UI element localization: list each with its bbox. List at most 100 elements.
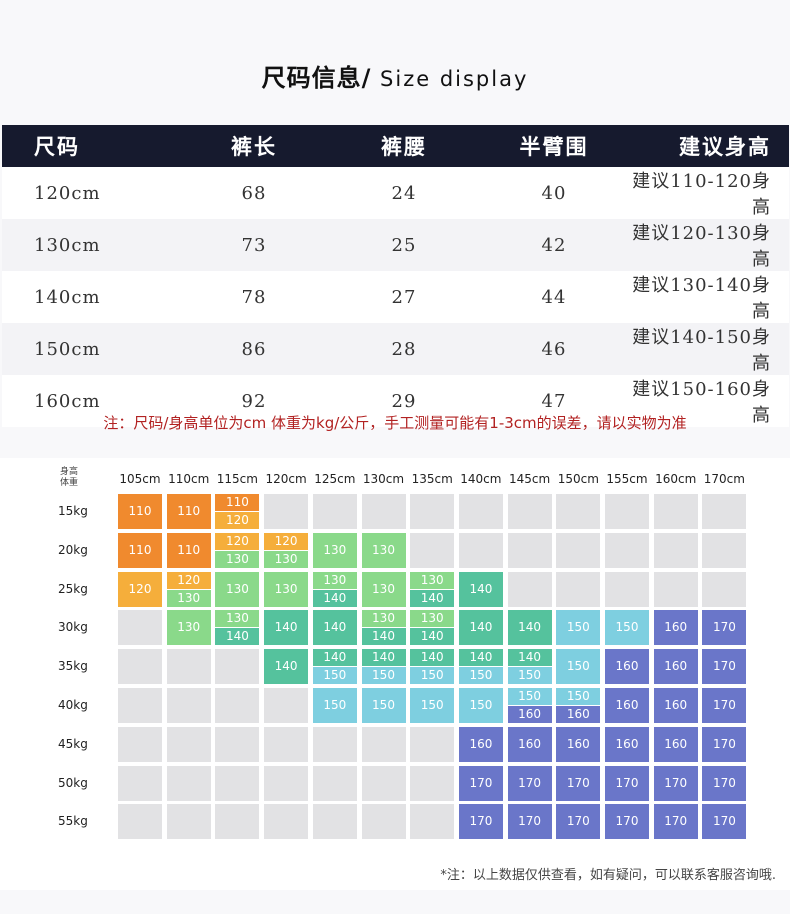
size-grid-value: 110	[225, 495, 249, 509]
weight-row-label: 30kg	[58, 620, 88, 635]
size-grid-value: 160	[615, 659, 639, 674]
size-grid-cell	[166, 804, 211, 840]
size-grid-cell: 160	[605, 688, 649, 723]
size-grid-cell	[264, 726, 309, 762]
header-recommended-height: 建议身高	[629, 125, 789, 167]
measurement-note: 注：尺码/身高单位为cm 体重为kg/公斤，手工测量可能有1-3cm的误差，请以…	[103, 414, 687, 432]
weight-row-label: 15kg	[58, 504, 88, 518]
cell-pants-length: 78	[179, 271, 329, 323]
size-grid-cell	[264, 494, 309, 529]
size-grid-cell	[702, 532, 747, 568]
size-grid-cell: 160	[507, 726, 552, 762]
size-grid-value: 140	[469, 581, 493, 596]
size-grid-value: 140	[420, 650, 444, 665]
size-grid-cell: 170	[605, 765, 649, 801]
height-column-label: 160cm	[655, 472, 697, 486]
size-grid-cell: 110	[166, 532, 211, 568]
size-grid-cell: 140 150	[410, 649, 455, 685]
size-grid-half: 140	[410, 649, 455, 667]
cell-size: 140cm	[2, 271, 179, 323]
cell-half-arm: 47	[479, 375, 629, 427]
table-row: 160cm 92 29 47 建议150-160身高	[2, 375, 789, 427]
size-grid-cell	[215, 765, 260, 801]
size-grid-value: 130	[420, 611, 444, 626]
size-grid-value: 140	[323, 590, 347, 605]
size-grid-value: 120	[177, 572, 201, 587]
size-grid-cell: 110	[118, 532, 162, 568]
size-grid-cell: 170	[702, 726, 747, 762]
size-grid-value: 110	[177, 542, 201, 557]
size-grid-cell: 150	[312, 688, 357, 723]
size-grid-cell: 140	[312, 610, 357, 646]
title-cn: 尺码信息/	[261, 64, 372, 92]
size-grid-cell: 170	[702, 688, 747, 723]
grid-corner-label: 身高 体重	[60, 467, 78, 489]
size-grid-cell: 120 130	[166, 571, 211, 607]
size-grid-cell	[361, 726, 406, 762]
cell-size: 120cm	[2, 167, 179, 219]
size-grid-value: 130	[372, 581, 395, 596]
size-grid-cell: 130 140	[215, 610, 260, 646]
size-grid-value: 140	[372, 629, 395, 644]
size-grid-value: 140	[274, 620, 298, 635]
size-grid-half: 110	[215, 494, 260, 511]
size-grid-cell: 150	[556, 649, 601, 685]
footnote: *注：以上数据仅供查看，如有疑问，可以联系客服咨询哦.	[440, 868, 776, 883]
size-grid-cell	[556, 571, 601, 607]
size-grid-value: 150	[372, 668, 395, 683]
size-grid-value: 150	[469, 668, 493, 683]
size-grid-cell	[361, 804, 406, 840]
height-column-label: 130cm	[362, 472, 405, 486]
size-grid-half: 130	[215, 550, 260, 568]
size-grid-half: 130	[264, 550, 309, 568]
height-column-label: 155cm	[606, 472, 648, 486]
size-grid-cell: 160	[605, 726, 649, 762]
size-grid-cell: 160	[653, 649, 698, 685]
size-grid-cell: 130	[166, 610, 211, 646]
size-table: 尺码 裤长 裤腰 半臂围 建议身高 120cm 68 24 40 建议110-1…	[2, 125, 789, 427]
size-grid-half: 140	[312, 589, 357, 607]
size-grid-cell	[264, 804, 309, 840]
size-grid-value: 140	[323, 650, 347, 665]
size-grid-cell	[653, 532, 698, 568]
size-grid-value: 160	[664, 659, 688, 674]
size-grid-half: 160	[556, 706, 601, 723]
size-grid-value: 170	[664, 814, 688, 829]
size-grid-cell: 130 140	[410, 571, 455, 607]
size-grid-cell: 110 120	[215, 494, 260, 529]
size-grid-cell	[264, 688, 309, 723]
height-column-label: 145cm	[508, 472, 551, 486]
table-row: 130cm 73 25 42 建议120-130身高	[2, 219, 789, 271]
size-grid-cell	[653, 571, 698, 607]
size-grid-value: 130	[372, 542, 395, 557]
size-grid-cell	[702, 571, 747, 607]
size-grid-half: 150	[507, 688, 552, 705]
size-grid-half: 140	[458, 649, 503, 667]
size-grid-cell: 170	[653, 804, 698, 840]
size-grid-value: 170	[712, 775, 736, 790]
size-grid-value: 150	[566, 659, 590, 674]
size-grid-cell	[312, 804, 357, 840]
size-grid-cell	[312, 765, 357, 801]
size-grid-cell: 160	[458, 726, 503, 762]
size-grid-cell: 130 140	[410, 610, 455, 646]
cell-pants-length: 86	[179, 323, 329, 375]
size-grid-cell	[556, 494, 601, 529]
size-grid-value: 140	[469, 650, 493, 665]
size-grid-value: 160	[518, 707, 542, 721]
size-grid-value: 120	[225, 513, 249, 527]
size-grid-cell	[215, 649, 260, 685]
size-grid-cell	[118, 610, 162, 646]
size-grid-cell	[458, 494, 503, 529]
size-grid-cell: 150	[458, 688, 503, 723]
size-grid-half: 150	[556, 688, 601, 705]
table-row: 150cm 86 28 46 建议140-150身高	[2, 323, 789, 375]
size-grid-cell: 160	[653, 688, 698, 723]
cell-size: 160cm	[2, 375, 179, 427]
height-column-label: 110cm	[168, 472, 210, 486]
size-grid-value: 120	[128, 581, 152, 596]
size-grid-cell	[166, 726, 211, 762]
size-grid-value: 160	[615, 736, 639, 751]
size-grid-value: 130	[323, 572, 347, 587]
size-grid-cell: 170	[653, 765, 698, 801]
